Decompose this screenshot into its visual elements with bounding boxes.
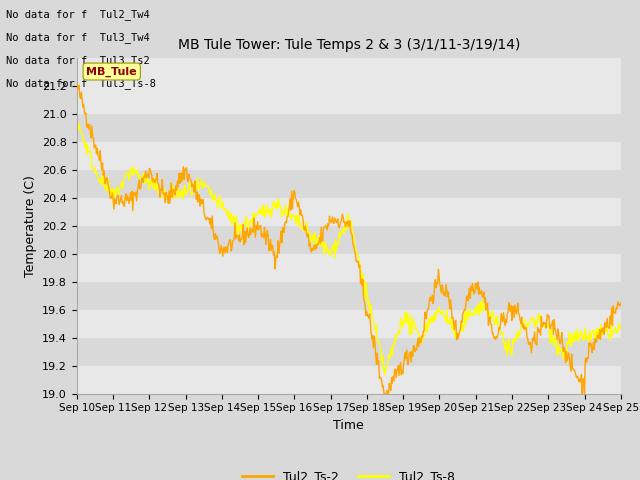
Text: No data for f  Tul3_Ts2: No data for f Tul3_Ts2 xyxy=(6,55,150,66)
Legend: Tul2_Ts-2, Tul2_Ts-8: Tul2_Ts-2, Tul2_Ts-8 xyxy=(237,465,460,480)
Bar xyxy=(77,366,621,394)
Bar xyxy=(77,142,621,169)
Bar xyxy=(77,226,621,253)
Bar xyxy=(77,114,621,142)
Bar xyxy=(77,337,621,366)
Text: No data for f  Tul2_Tw4: No data for f Tul2_Tw4 xyxy=(6,9,150,20)
Bar xyxy=(77,85,621,114)
Text: No data for f  Tul3_Ts-8: No data for f Tul3_Ts-8 xyxy=(6,78,156,89)
Bar xyxy=(77,310,621,337)
Title: MB Tule Tower: Tule Temps 2 & 3 (3/1/11-3/19/14): MB Tule Tower: Tule Temps 2 & 3 (3/1/11-… xyxy=(178,38,520,52)
Y-axis label: Temperature (C): Temperature (C) xyxy=(24,175,36,276)
Bar xyxy=(77,253,621,282)
X-axis label: Time: Time xyxy=(333,419,364,432)
Text: No data for f  Tul3_Tw4: No data for f Tul3_Tw4 xyxy=(6,32,150,43)
Bar xyxy=(77,198,621,226)
Bar xyxy=(77,169,621,198)
Bar xyxy=(77,282,621,310)
Text: MB_Tule: MB_Tule xyxy=(86,66,137,77)
